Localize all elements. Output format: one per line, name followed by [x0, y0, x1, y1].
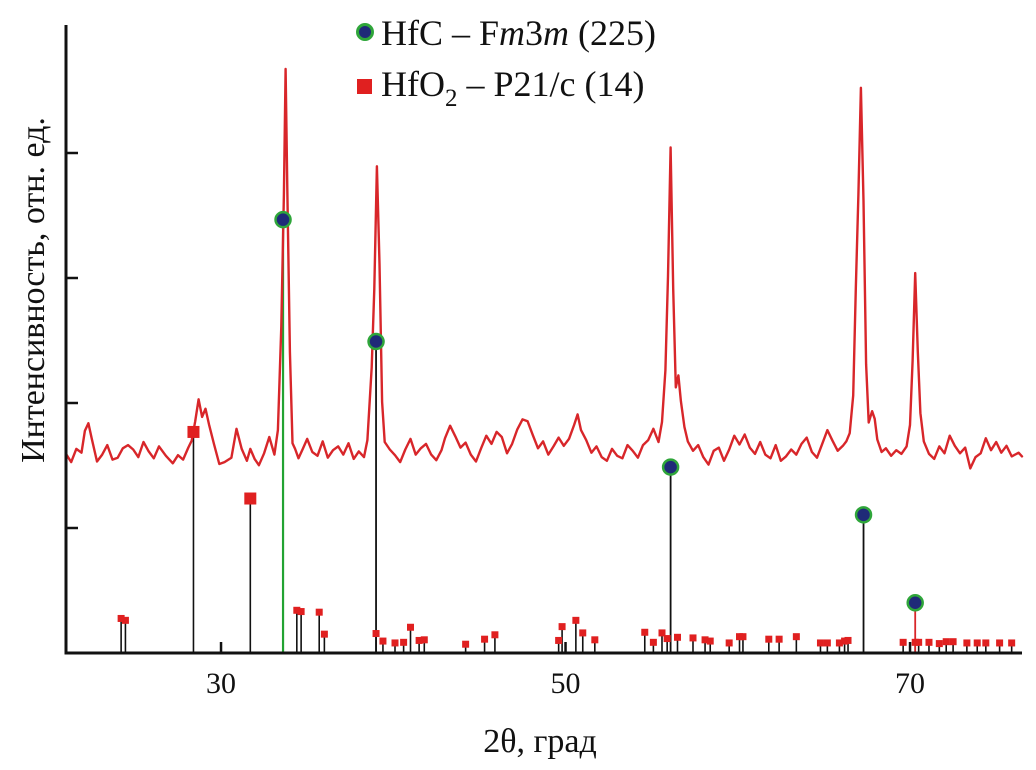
hfo2-marker	[415, 636, 423, 644]
hfo2-marker	[835, 639, 843, 647]
hfo2-marker	[481, 635, 489, 643]
legend-label-hfc: HfC – Fm3m (225)	[381, 13, 656, 53]
axis-ticks: 30 50 70	[66, 151, 925, 700]
hfo2-marker	[121, 616, 129, 624]
hfo2-marker	[844, 636, 852, 644]
legend-item-hfc: HfC – Fm3m (225)	[356, 13, 656, 53]
hfo2-marker	[649, 638, 657, 646]
hfo2-marker	[689, 634, 697, 642]
legend-label-hfo2: HfO2 – P21/c (14)	[381, 64, 644, 112]
legend-item-hfo2: HfO2 – P21/c (14)	[357, 64, 644, 112]
y-axis-label: Интенсивность, отн. ед.	[15, 117, 52, 463]
hfo2-marker	[555, 636, 563, 644]
legend: HfC – Fm3m (225) HfO2 – P21/c (14)	[356, 13, 656, 112]
diffraction-pattern-line	[64, 67, 1024, 470]
hfo2-marker	[420, 636, 428, 644]
hfo2-marker	[400, 638, 408, 646]
hfo2-marker	[765, 635, 773, 643]
hfc-marker	[906, 594, 924, 612]
hfo2-marker	[117, 614, 125, 622]
hfo2-marker	[925, 638, 933, 646]
hfo2-marker	[996, 639, 1004, 647]
hfo2-marker	[775, 635, 783, 643]
hfo2-marker	[391, 639, 399, 647]
x-tick-label: 70	[895, 667, 925, 700]
hfo2-marker	[739, 633, 747, 641]
hfo2-marker	[558, 623, 566, 631]
hfo2-marker	[973, 639, 981, 647]
hfc-marker	[661, 458, 680, 476]
hfo2-marker	[915, 638, 923, 646]
legend-square-icon	[357, 79, 372, 94]
hfo2-marker	[963, 639, 971, 647]
hfo2-marker	[379, 637, 387, 645]
hfc-marker	[854, 506, 873, 524]
hfo2-marker	[816, 639, 824, 647]
hfo2-marker	[823, 639, 831, 647]
hfo2-marker	[935, 640, 943, 648]
axes	[64, 25, 1022, 655]
hfc-marker	[367, 332, 385, 351]
x-tick-label: 50	[551, 667, 581, 700]
x-tick-label: 30	[206, 667, 236, 700]
hfo2-marker	[942, 638, 950, 646]
hfo2-marker	[320, 630, 328, 638]
hfo2-marker	[315, 608, 323, 616]
phase-markers	[117, 210, 1016, 648]
hfo2-marker	[658, 629, 666, 637]
hfo2-marker	[297, 608, 305, 616]
hfo2-marker	[491, 631, 499, 639]
hfo2-marker	[663, 635, 671, 643]
legend-circle-icon	[356, 23, 374, 41]
hfo2-marker	[407, 623, 415, 631]
hfo2-marker	[706, 637, 714, 645]
hfo2-marker	[244, 492, 257, 505]
hfo2-marker	[372, 630, 380, 638]
hfo2-marker	[899, 638, 907, 646]
hfo2-marker	[725, 639, 733, 647]
x-axis-label: 2θ, град	[483, 723, 597, 760]
hfo2-marker	[572, 616, 580, 624]
hfo2-marker	[1008, 639, 1016, 647]
hfo2-marker	[293, 606, 301, 614]
hfo2-marker	[591, 636, 599, 644]
hfo2-marker	[641, 628, 649, 636]
hfo2-marker	[673, 633, 681, 641]
hfo2-marker	[982, 639, 990, 647]
hfo2-marker	[579, 629, 587, 637]
hfo2-marker	[792, 633, 800, 641]
hfo2-marker	[462, 640, 470, 648]
hfo2-marker	[949, 638, 957, 646]
hfo2-marker	[187, 425, 200, 438]
hfo2-marker	[701, 636, 709, 644]
hfc-marker	[274, 210, 292, 229]
